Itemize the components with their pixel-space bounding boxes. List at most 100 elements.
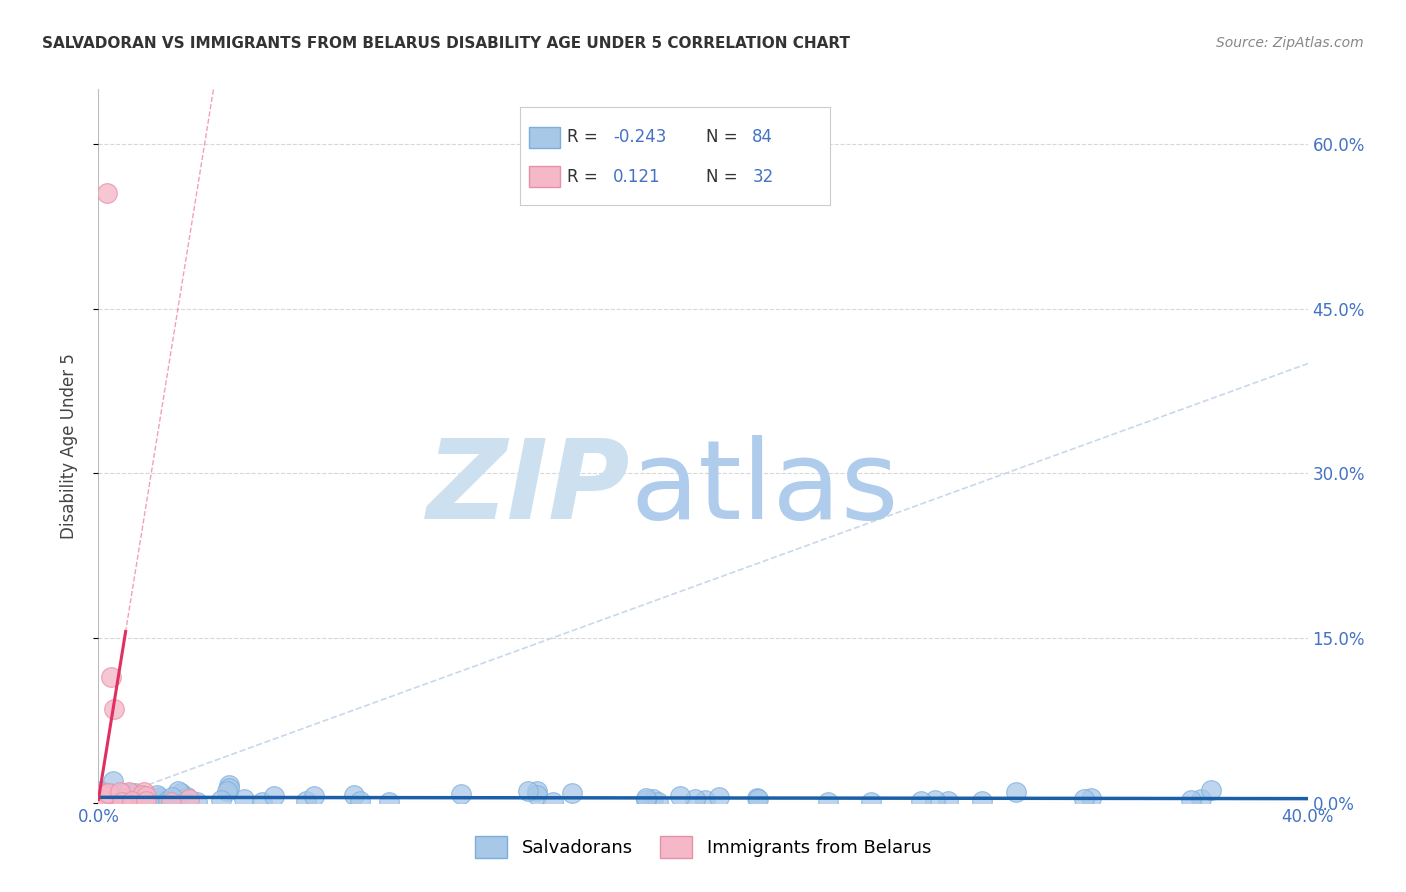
Point xyxy=(91,793,114,807)
Point xyxy=(683,792,706,806)
Point xyxy=(179,791,201,805)
Point xyxy=(924,793,946,807)
Point xyxy=(343,789,366,803)
Point xyxy=(125,789,148,804)
Point xyxy=(302,789,325,804)
Point xyxy=(157,794,180,808)
Point xyxy=(295,794,318,808)
Point xyxy=(97,786,120,800)
Point xyxy=(107,791,129,805)
Point xyxy=(156,793,179,807)
Point xyxy=(167,784,190,798)
Point xyxy=(938,794,960,808)
Text: 84: 84 xyxy=(752,128,773,146)
Point xyxy=(100,786,122,800)
Point xyxy=(118,784,141,798)
Point xyxy=(135,789,157,803)
Point xyxy=(131,789,153,803)
Point xyxy=(111,792,134,806)
Point xyxy=(450,787,472,801)
Point xyxy=(186,795,208,809)
Point xyxy=(108,794,131,808)
Point xyxy=(747,791,769,805)
Point xyxy=(124,786,146,800)
Text: 0.121: 0.121 xyxy=(613,168,661,186)
Point xyxy=(817,795,839,809)
Text: ZIP: ZIP xyxy=(427,435,630,542)
Point xyxy=(90,788,112,802)
Point xyxy=(91,786,114,800)
Text: N =: N = xyxy=(706,168,742,186)
Point xyxy=(263,789,285,803)
Legend: Salvadorans, Immigrants from Belarus: Salvadorans, Immigrants from Belarus xyxy=(468,829,938,865)
Point xyxy=(1180,793,1202,807)
Point xyxy=(1004,784,1026,798)
Point xyxy=(910,794,932,808)
Point xyxy=(125,795,148,809)
Text: SALVADORAN VS IMMIGRANTS FROM BELARUS DISABILITY AGE UNDER 5 CORRELATION CHART: SALVADORAN VS IMMIGRANTS FROM BELARUS DI… xyxy=(42,36,851,51)
Point xyxy=(112,786,135,800)
Point xyxy=(90,792,112,806)
Point xyxy=(121,794,143,808)
Point xyxy=(98,793,121,807)
Point xyxy=(160,790,183,805)
Point xyxy=(118,786,141,800)
Point xyxy=(93,787,115,801)
Point xyxy=(96,790,118,805)
Point xyxy=(170,786,193,800)
Point xyxy=(129,791,152,805)
Point xyxy=(134,794,156,808)
Point xyxy=(91,793,114,807)
Point xyxy=(138,795,160,809)
Point xyxy=(707,790,730,805)
Point xyxy=(209,793,232,807)
Point xyxy=(218,780,240,795)
Point xyxy=(117,791,139,805)
Point xyxy=(745,790,768,805)
Point xyxy=(90,794,112,808)
Point xyxy=(122,792,145,806)
Point xyxy=(643,791,665,805)
Point xyxy=(647,795,669,809)
Point xyxy=(100,793,122,807)
Point xyxy=(91,792,114,806)
Point xyxy=(693,792,716,806)
Point xyxy=(111,795,134,809)
Point xyxy=(112,795,135,809)
Text: 32: 32 xyxy=(752,168,773,186)
Point xyxy=(1073,792,1095,806)
Point xyxy=(105,794,128,808)
Point xyxy=(90,795,112,809)
Point xyxy=(634,791,657,805)
Point xyxy=(517,784,540,798)
Point xyxy=(163,793,186,807)
Point xyxy=(148,790,170,805)
Point xyxy=(120,791,142,805)
Point xyxy=(250,795,273,809)
Point xyxy=(541,795,564,809)
Point xyxy=(91,790,114,805)
Point xyxy=(90,791,112,805)
Point xyxy=(108,793,131,807)
Bar xyxy=(530,127,561,148)
Point xyxy=(90,789,112,804)
Point xyxy=(125,795,148,809)
Point xyxy=(378,795,401,809)
Text: Source: ZipAtlas.com: Source: ZipAtlas.com xyxy=(1216,36,1364,50)
Point xyxy=(860,795,883,809)
Point xyxy=(112,792,135,806)
Point xyxy=(218,778,240,792)
Point xyxy=(1080,791,1102,805)
Point xyxy=(159,795,181,809)
Point xyxy=(233,792,256,806)
Point xyxy=(970,794,993,808)
Point xyxy=(91,784,114,798)
Point xyxy=(349,794,371,808)
Point xyxy=(149,793,172,807)
Text: atlas: atlas xyxy=(630,435,898,542)
Point xyxy=(100,669,122,683)
Point xyxy=(526,788,548,802)
Point xyxy=(108,785,131,799)
Text: R =: R = xyxy=(567,128,603,146)
Point xyxy=(669,789,692,803)
